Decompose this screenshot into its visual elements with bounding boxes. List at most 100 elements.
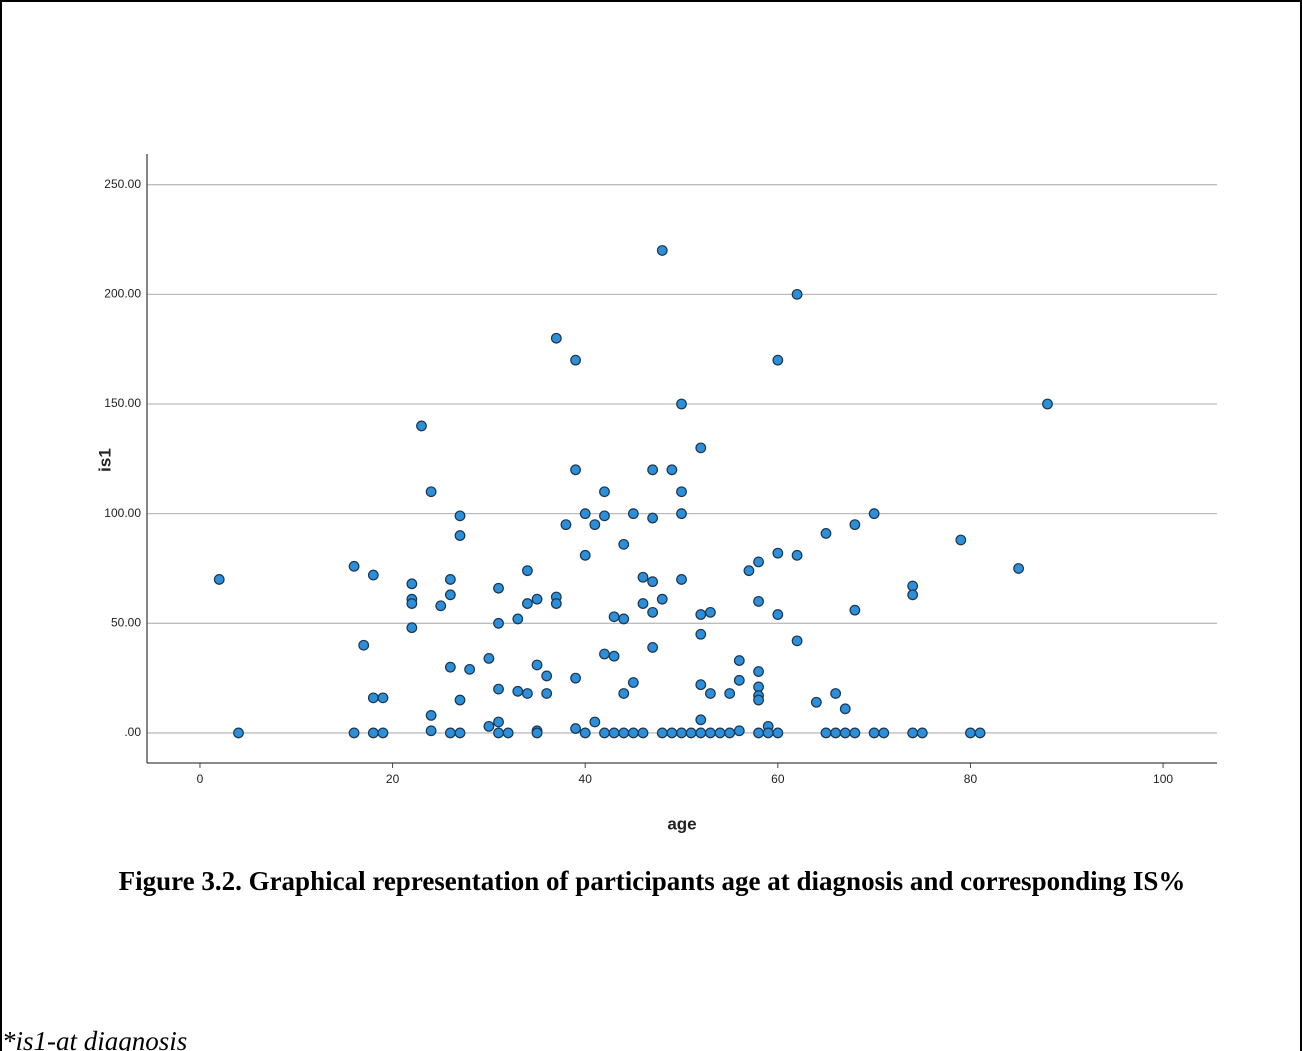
data-point <box>753 681 764 693</box>
data-point <box>531 593 543 605</box>
data-point <box>377 727 389 739</box>
x-tick-label: 40 <box>579 772 593 786</box>
data-point <box>512 613 524 625</box>
data-point <box>444 574 456 585</box>
data-point <box>839 703 851 715</box>
data-point <box>444 589 456 601</box>
x-tick-label: 60 <box>771 772 785 786</box>
data-point <box>753 556 764 568</box>
data-point <box>695 679 707 691</box>
data-point <box>608 650 620 662</box>
data-point <box>637 598 649 609</box>
data-point <box>493 683 504 695</box>
data-point <box>618 727 630 739</box>
data-point <box>367 727 379 739</box>
data-point <box>618 613 630 625</box>
data-point <box>512 685 524 697</box>
data-point <box>570 672 581 684</box>
y-tick-label: 150.00 <box>104 396 141 410</box>
data-point <box>579 549 591 561</box>
data-point <box>618 688 630 699</box>
data-point <box>753 666 764 677</box>
data-point <box>416 420 427 432</box>
data-point <box>676 486 687 498</box>
data-point <box>695 727 707 739</box>
data-point <box>907 580 919 592</box>
data-point <box>916 727 928 739</box>
data-point <box>599 486 610 498</box>
data-point <box>589 519 601 531</box>
data-point <box>810 696 822 708</box>
data-point <box>348 727 360 739</box>
data-point <box>868 727 880 739</box>
data-point <box>772 727 784 739</box>
data-point <box>435 600 447 612</box>
data-point <box>522 598 533 609</box>
data-point <box>676 574 687 585</box>
x-tick-label: 100 <box>1153 772 1173 786</box>
data-point <box>483 652 495 664</box>
data-point <box>656 593 668 605</box>
data-point <box>1013 563 1025 574</box>
data-point <box>753 595 764 607</box>
data-point <box>454 530 466 541</box>
data-point <box>830 688 842 699</box>
data-point <box>233 727 244 739</box>
data-point <box>464 663 476 675</box>
data-point <box>454 510 466 522</box>
data-point <box>820 727 832 739</box>
x-axis-label: age <box>667 814 696 833</box>
data-point <box>579 727 591 739</box>
data-point <box>878 727 890 739</box>
data-point <box>830 727 842 739</box>
data-point <box>820 527 832 539</box>
data-point <box>570 464 581 476</box>
data-point <box>839 727 851 739</box>
data-point <box>772 609 784 620</box>
x-tick-label: 0 <box>197 772 204 786</box>
data-point <box>550 598 562 609</box>
data-point <box>1042 398 1053 410</box>
figure-caption: Figure 3.2. Graphical representation of … <box>118 866 1186 896</box>
data-point <box>695 714 707 726</box>
data-point <box>849 727 861 739</box>
data-point <box>425 486 437 498</box>
data-point <box>570 723 581 734</box>
data-point <box>647 512 659 524</box>
data-point <box>685 727 697 739</box>
data-point <box>377 692 389 704</box>
data-point <box>714 727 726 739</box>
data-point <box>444 727 456 739</box>
data-point <box>695 628 707 640</box>
x-tick-label: 20 <box>386 772 400 786</box>
data-point <box>656 245 668 256</box>
data-point <box>406 598 418 609</box>
data-point <box>743 565 755 577</box>
data-point <box>493 617 504 629</box>
data-point <box>627 677 639 688</box>
data-point <box>849 604 861 616</box>
x-tick-label: 80 <box>964 772 978 786</box>
data-point <box>608 727 620 739</box>
data-point <box>656 727 668 739</box>
data-point <box>666 727 678 739</box>
y-tick-label: 100.00 <box>104 506 141 520</box>
data-point <box>425 725 437 737</box>
data-point <box>955 534 967 546</box>
data-point <box>627 508 639 520</box>
data-point <box>647 576 659 588</box>
data-point <box>705 727 716 739</box>
data-point <box>550 332 562 344</box>
data-point <box>493 716 504 728</box>
data-point <box>733 655 745 666</box>
data-point <box>695 442 707 454</box>
data-point <box>367 692 379 704</box>
data-point <box>493 727 504 739</box>
data-point <box>849 519 861 531</box>
data-point <box>599 648 610 660</box>
y-tick-label: 200.00 <box>104 287 141 301</box>
data-point <box>483 720 495 732</box>
y-tick-label: 250.00 <box>104 177 141 191</box>
data-point <box>522 565 533 577</box>
